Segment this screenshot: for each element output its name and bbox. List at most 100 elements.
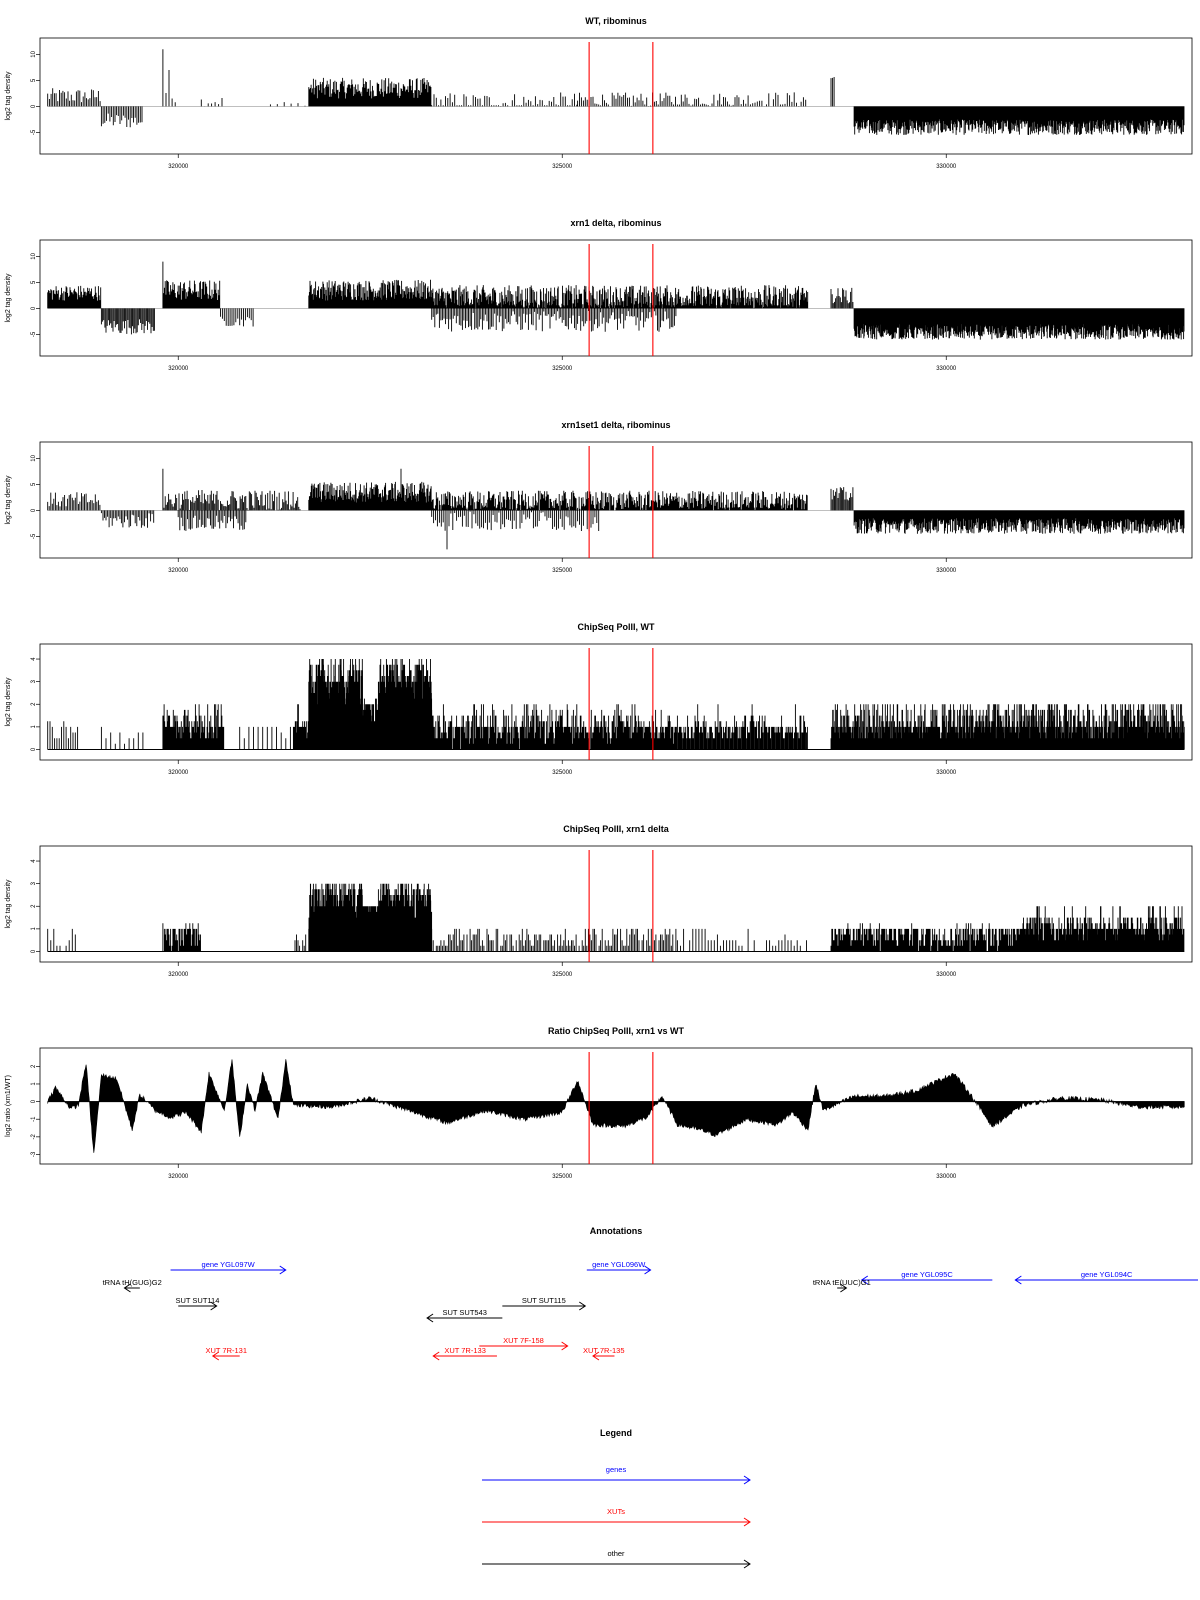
x-tick-label: 325000	[552, 366, 573, 372]
legend-title: Legend	[600, 1428, 632, 1438]
x-tick-label: 320000	[168, 568, 189, 574]
plot-frame	[39, 845, 1193, 963]
signal-bars	[47, 468, 1185, 550]
signal-bars	[47, 659, 1185, 750]
x-tick-label: 330000	[936, 972, 957, 978]
data-series	[47, 659, 1185, 750]
arrow-head	[1014, 1275, 1022, 1285]
feature-label: gene YGL095C	[901, 1270, 953, 1279]
y-tick-label: 10	[31, 252, 37, 259]
legend-item-label: XUTs	[607, 1507, 625, 1516]
y-axis-label: log2 tag density	[5, 879, 12, 929]
y-axis-label: log2 ratio (xrn1/WT)	[5, 1075, 12, 1137]
data-series	[47, 883, 1185, 952]
arrow-head	[840, 1283, 848, 1293]
y-tick-label: 0	[31, 508, 37, 512]
data-series	[47, 1059, 1185, 1153]
y-tick-label: 4	[31, 657, 37, 661]
y-tick-label: -5	[31, 129, 37, 135]
annotations-title: Annotations	[590, 1226, 643, 1236]
arrow-head	[426, 1313, 434, 1323]
arrow-head	[123, 1283, 131, 1293]
y-axis-label: log2 tag density	[5, 71, 12, 121]
feature-label: XUT 7R-131	[205, 1346, 247, 1355]
arrow-head	[592, 1351, 600, 1361]
legend-item-label: genes	[606, 1465, 627, 1474]
arrow-head	[279, 1265, 287, 1275]
y-tick-label: 10	[31, 50, 37, 57]
plot-frame	[39, 1047, 1193, 1165]
y-tick-label: 0	[31, 747, 37, 751]
y-axis-label: log2 tag density	[5, 475, 12, 525]
plot-frame	[39, 239, 1193, 357]
arrow-head	[432, 1351, 440, 1361]
arrow-head	[211, 1351, 220, 1361]
y-tick-label: 3	[31, 679, 37, 683]
y-tick-label: 5	[31, 280, 37, 284]
data-series	[47, 261, 1185, 340]
signal-bars	[47, 49, 1185, 135]
x-tick-label: 320000	[168, 972, 189, 978]
plot-frame	[39, 441, 1193, 559]
y-tick-label: 5	[31, 78, 37, 82]
legend-arrow-head	[743, 1475, 751, 1485]
x-tick-label: 330000	[936, 366, 957, 372]
chart-panel: Ratio ChipSeq PolII, xrn1 vs WT -3 -2 -1 0 1 2…	[5, 1026, 1193, 1180]
y-axis-label: log2 tag density	[5, 677, 12, 727]
chart-title: Ratio ChipSeq PolII, xrn1 vs WT	[548, 1026, 685, 1036]
x-tick-label: 325000	[552, 972, 573, 978]
signal-bars	[47, 883, 1185, 952]
legend-panel: Legend genes XUTs other	[482, 1428, 751, 1569]
y-tick-label: -2	[31, 1134, 37, 1140]
x-tick-label: 330000	[936, 770, 957, 776]
y-tick-label: 1	[31, 1082, 37, 1086]
chart-title: xrn1set1 delta, ribominus	[561, 420, 670, 430]
x-tick-label: 320000	[168, 366, 189, 372]
feature-label: XUT 7R-133	[444, 1346, 486, 1355]
x-tick-label: 325000	[552, 1174, 573, 1180]
legend-item-label: other	[607, 1549, 625, 1558]
y-tick-label: -1	[31, 1116, 37, 1122]
y-tick-label: -3	[31, 1151, 37, 1157]
plot-frame	[39, 643, 1193, 761]
chart-panel: ChipSeq PolII, xrn1 delta 0 1 2 3 4 log2 tag d…	[5, 824, 1193, 978]
y-tick-label: 1	[31, 725, 37, 729]
chart-panel: xrn1 delta, ribominus -5 0 5 10 log2 tag dens…	[5, 218, 1193, 372]
y-tick-label: 2	[31, 702, 37, 706]
chart-title: xrn1 delta, ribominus	[570, 218, 661, 228]
feature-label: gene YGL097W	[202, 1260, 256, 1269]
y-tick-label: 4	[31, 859, 37, 863]
feature-label: gene YGL096W	[592, 1260, 646, 1269]
feature-label: SUT SUT114	[175, 1296, 219, 1305]
feature-label: XUT 7R-135	[583, 1346, 625, 1355]
x-tick-label: 330000	[936, 568, 957, 574]
y-tick-label: 2	[31, 904, 37, 908]
y-tick-label: 0	[31, 104, 37, 108]
x-tick-label: 330000	[936, 164, 957, 170]
y-tick-label: 3	[31, 881, 37, 885]
x-tick-label: 320000	[168, 1174, 189, 1180]
arrow-head	[210, 1301, 218, 1311]
arrow-head	[644, 1265, 652, 1275]
legend-arrow-head	[743, 1559, 751, 1569]
x-tick-label: 330000	[936, 1174, 957, 1180]
chart-title: WT, ribominus	[585, 16, 647, 26]
arrow-head	[860, 1275, 869, 1285]
chart-panel: xrn1set1 delta, ribominus -5 0 5 10 log2 tag …	[5, 420, 1193, 574]
x-tick-label: 325000	[552, 770, 573, 776]
y-tick-label: 10	[31, 454, 37, 461]
y-tick-label: 0	[31, 1099, 37, 1103]
x-tick-label: 320000	[168, 770, 189, 776]
x-tick-label: 320000	[168, 164, 189, 170]
chart-title: ChipSeq PolII, WT	[578, 622, 655, 632]
annotations-panel: Annotations gene YGL097W gene YGL096W gene …	[103, 1226, 1198, 1361]
chart-title: ChipSeq PolII, xrn1 delta	[563, 824, 670, 834]
feature-label: SUT SUT115	[522, 1296, 566, 1305]
feature-label: SUT SUT543	[442, 1308, 486, 1317]
ratio-area	[47, 1059, 1185, 1153]
chart-panel: ChipSeq PolII, WT 0 1 2 3 4 log2 tag density 32…	[5, 622, 1193, 776]
y-tick-label: 0	[31, 949, 37, 953]
feature-label: tRNA tE(UUC)G1	[813, 1278, 871, 1287]
feature-label: gene YGL094C	[1081, 1270, 1133, 1279]
